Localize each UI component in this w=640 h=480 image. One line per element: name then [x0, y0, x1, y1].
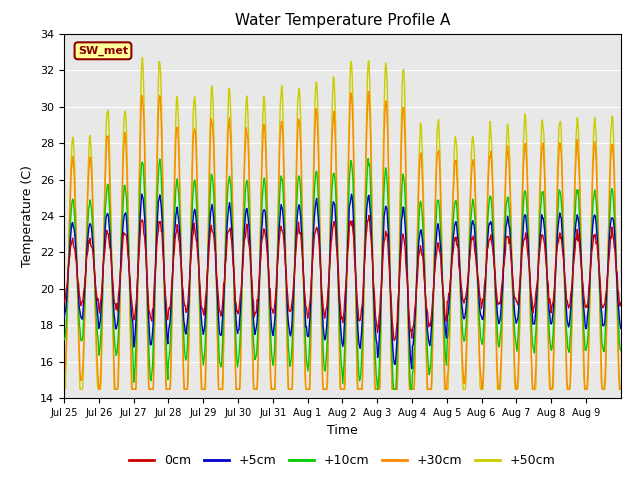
Title: Water Temperature Profile A: Water Temperature Profile A	[235, 13, 450, 28]
X-axis label: Time: Time	[327, 424, 358, 437]
Legend: 0cm, +5cm, +10cm, +30cm, +50cm: 0cm, +5cm, +10cm, +30cm, +50cm	[124, 449, 561, 472]
Text: SW_met: SW_met	[78, 46, 128, 56]
Y-axis label: Temperature (C): Temperature (C)	[22, 165, 35, 267]
